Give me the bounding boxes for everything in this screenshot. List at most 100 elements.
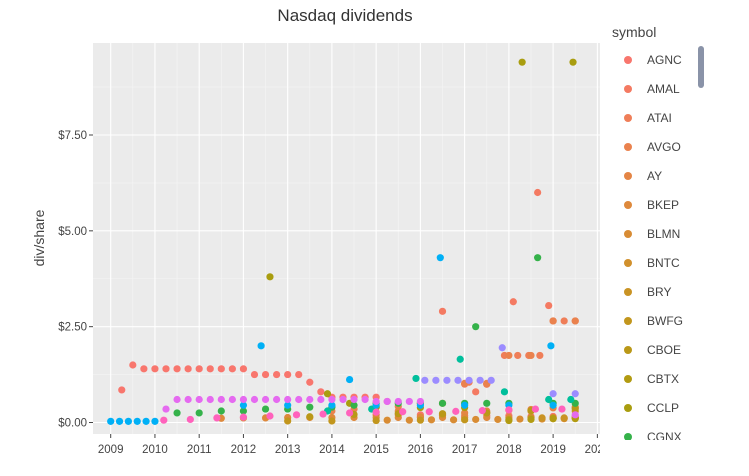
legend-item[interactable]: BRY <box>624 282 671 302</box>
data-point[interactable] <box>328 395 336 404</box>
data-point[interactable] <box>547 342 555 350</box>
data-point[interactable] <box>228 365 236 373</box>
data-point[interactable] <box>571 390 579 398</box>
data-point[interactable] <box>472 415 480 424</box>
data-point[interactable] <box>456 355 464 363</box>
data-point[interactable] <box>571 317 579 325</box>
data-point[interactable] <box>239 407 248 415</box>
data-point[interactable] <box>571 405 579 413</box>
legend-item[interactable]: AVGO <box>624 137 681 157</box>
data-point[interactable] <box>306 378 314 386</box>
data-point[interactable] <box>346 409 354 417</box>
data-point[interactable] <box>160 416 168 424</box>
data-point[interactable] <box>217 365 225 373</box>
data-point[interactable] <box>162 405 170 413</box>
legend[interactable]: symbol AGNC AMAL ATAI AVGO AY BKEP BLMN BNTC BRY… <box>604 20 749 440</box>
legend-item[interactable]: CBOE <box>624 340 681 360</box>
data-point[interactable] <box>173 409 181 417</box>
data-point[interactable] <box>399 408 407 416</box>
data-point[interactable] <box>239 413 248 421</box>
data-point[interactable] <box>295 395 303 404</box>
data-point[interactable] <box>118 386 126 394</box>
data-point[interactable] <box>250 370 259 379</box>
data-point[interactable] <box>372 408 380 416</box>
data-point[interactable] <box>527 415 535 424</box>
data-point[interactable] <box>421 376 429 384</box>
data-point[interactable] <box>472 323 480 331</box>
data-point[interactable] <box>151 417 159 425</box>
data-point[interactable] <box>361 395 369 404</box>
data-point[interactable] <box>518 58 526 66</box>
data-point[interactable] <box>306 413 314 421</box>
data-point[interactable] <box>323 390 332 398</box>
data-point[interactable] <box>478 407 486 415</box>
data-point[interactable] <box>405 416 413 424</box>
data-point[interactable] <box>505 351 513 360</box>
data-point[interactable] <box>284 395 292 404</box>
legend-item[interactable]: AGNC <box>624 50 682 70</box>
legend-item[interactable]: ATAI <box>624 108 672 128</box>
data-point[interactable] <box>140 365 148 373</box>
legend-item[interactable]: AY <box>624 166 662 186</box>
data-point[interactable] <box>350 401 358 409</box>
data-point[interactable] <box>306 395 314 404</box>
data-point[interactable] <box>206 365 214 373</box>
legend-item[interactable]: BWFG <box>624 311 683 331</box>
data-point[interactable] <box>306 403 314 411</box>
data-point[interactable] <box>472 388 480 396</box>
data-point[interactable] <box>239 401 248 409</box>
data-point[interactable] <box>416 416 424 424</box>
data-point[interactable] <box>516 415 524 423</box>
data-point[interactable] <box>328 401 336 409</box>
data-point[interactable] <box>569 58 577 66</box>
data-point[interactable] <box>317 395 325 404</box>
legend-item[interactable]: BNTC <box>624 253 680 273</box>
data-point[interactable] <box>483 399 491 407</box>
legend-item[interactable]: CCLP <box>624 398 679 418</box>
data-point[interactable] <box>250 395 259 404</box>
data-point[interactable] <box>443 376 451 384</box>
data-point[interactable] <box>549 415 557 423</box>
data-point[interactable] <box>266 412 274 420</box>
data-point[interactable] <box>405 397 413 406</box>
data-point[interactable] <box>115 417 124 425</box>
data-point[interactable] <box>107 417 115 425</box>
data-point[interactable] <box>261 370 270 379</box>
data-point[interactable] <box>142 417 150 425</box>
data-point[interactable] <box>195 365 203 373</box>
data-point[interactable] <box>173 395 181 404</box>
data-point[interactable] <box>162 365 170 373</box>
data-point[interactable] <box>500 388 509 396</box>
data-point[interactable] <box>129 361 137 369</box>
data-point[interactable] <box>151 365 159 373</box>
legend-item[interactable]: CBTX <box>624 369 679 389</box>
data-point[interactable] <box>261 405 270 413</box>
data-point[interactable] <box>449 416 458 424</box>
data-point[interactable] <box>416 397 424 406</box>
data-point[interactable] <box>514 351 522 360</box>
data-point[interactable] <box>571 411 579 419</box>
data-point[interactable] <box>461 401 469 409</box>
data-point[interactable] <box>549 390 557 398</box>
data-point[interactable] <box>295 370 303 379</box>
data-point[interactable] <box>273 370 281 379</box>
data-point[interactable] <box>505 406 513 414</box>
data-point[interactable] <box>284 401 292 409</box>
data-point[interactable] <box>213 414 221 422</box>
data-point[interactable] <box>372 416 380 425</box>
data-point[interactable] <box>239 365 248 373</box>
data-point[interactable] <box>273 395 281 404</box>
data-point[interactable] <box>319 410 327 418</box>
legend-item[interactable]: AMAL <box>624 79 680 99</box>
legend-scrollbar[interactable] <box>698 46 704 88</box>
data-point[interactable] <box>266 273 274 281</box>
data-point[interactable] <box>257 342 265 350</box>
data-point[interactable] <box>438 307 447 315</box>
data-point[interactable] <box>261 395 270 404</box>
data-point[interactable] <box>498 344 506 352</box>
data-point[interactable] <box>372 397 380 406</box>
data-point[interactable] <box>509 298 517 306</box>
data-point[interactable] <box>412 374 420 383</box>
data-point[interactable] <box>284 417 292 425</box>
data-point[interactable] <box>487 376 495 384</box>
